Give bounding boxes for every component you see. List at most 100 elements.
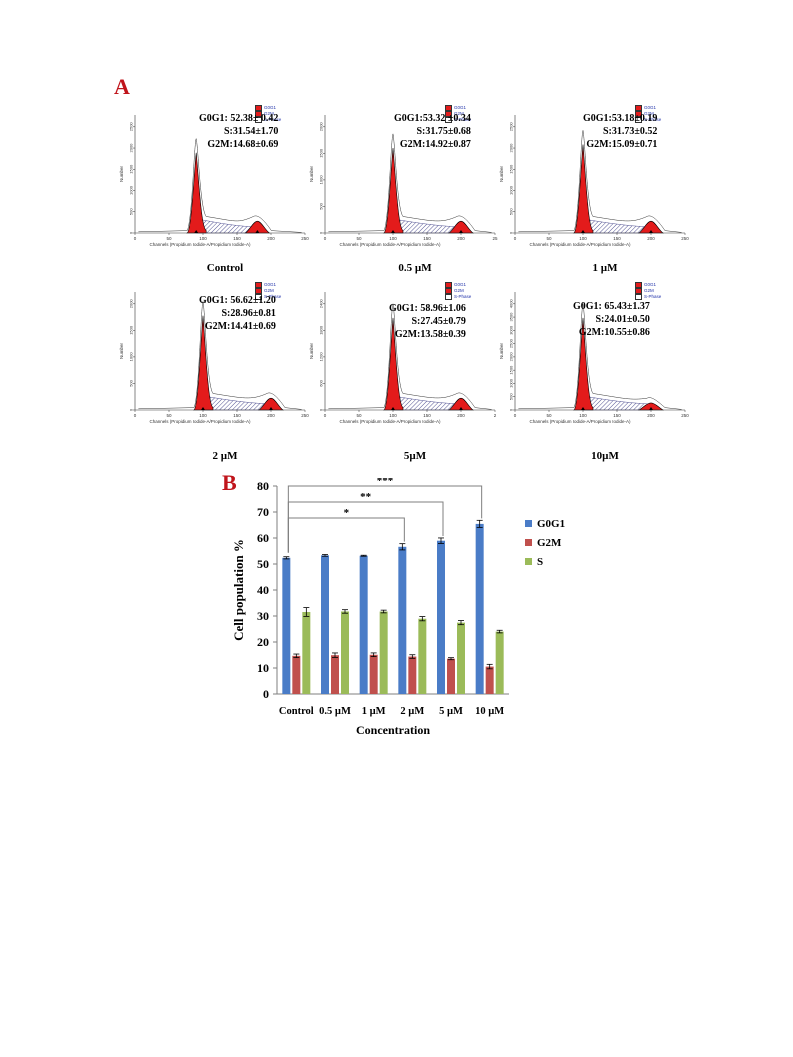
legend-text: S-Phase [264, 294, 282, 300]
legend-text: S-Phase [644, 117, 662, 123]
g0g1-peak [572, 144, 594, 234]
x-tick-label: 150 [233, 413, 241, 418]
bar-g2m [408, 656, 417, 694]
x-tick-label: 0 [324, 413, 327, 418]
legend-swatch [445, 111, 452, 117]
y-tick-label: 1500 [129, 325, 134, 335]
y-tick-label: 1500 [509, 164, 514, 174]
bar-g0g1 [437, 540, 445, 694]
legend-text: G2M [264, 288, 274, 294]
g2m-peak [244, 220, 271, 234]
bar-g2m [369, 654, 378, 694]
legend-text: S-Phase [644, 294, 662, 300]
y-tick-label: 2400 [319, 299, 324, 309]
peak-marker [581, 407, 585, 410]
y-tick-label: 1000 [509, 378, 514, 388]
y-tick-label: 500 [129, 379, 134, 386]
peak-marker [649, 407, 653, 410]
bar-g2m [331, 655, 339, 694]
x-tick-label: 10 µM [475, 706, 504, 717]
x-tick-label: 250 [681, 236, 689, 241]
peak-marker [459, 407, 463, 410]
y-tick-label: 1200 [319, 352, 324, 362]
legend-swatch [635, 111, 642, 117]
y-tick-label: 80 [257, 479, 269, 493]
x-tick-label: 100 [389, 413, 397, 418]
y-tick-label: 600 [319, 379, 324, 386]
y-tick-label: 0 [319, 231, 324, 234]
g2m-peak [637, 402, 665, 411]
x-tick-label: 50 [166, 236, 172, 241]
histogram-envelope [518, 303, 682, 410]
legend-text: G2M [644, 111, 654, 117]
histogram-label: 10µM [591, 450, 619, 462]
histogram-panel: 0 50 100 150 200 25 0 500 1000 1500 2000 Channels (… [305, 108, 505, 283]
histogram-envelope [328, 133, 492, 233]
y-tick-label: 2500 [129, 122, 134, 132]
y-tick-label: 500 [509, 208, 514, 215]
stat-s: S:28.96±0.81 [221, 308, 276, 319]
x-tick-label: 0.5 µM [319, 706, 351, 717]
legend-swatch [255, 288, 262, 294]
phase-stats: G0G1: 52.38± 0.42 S:31.54±1.70 G2M:14.68±0… [199, 112, 278, 151]
histogram-label: 1 µM [592, 262, 618, 274]
y-tick-label: 3000 [509, 325, 514, 335]
y-tick-label: 1000 [319, 175, 324, 185]
stat-s: S:24.01±0.50 [595, 314, 650, 325]
y-tick-label: 2500 [509, 338, 514, 348]
y-tick-label: 40 [257, 583, 269, 597]
bar-g0g1 [282, 557, 291, 694]
g0g1-peak [572, 317, 594, 411]
g2m-peak [447, 220, 475, 234]
g2m-peak [257, 397, 285, 411]
legend-text: G0G1 [644, 105, 657, 111]
y-tick-label: 1500 [129, 164, 134, 174]
panel-b-letter: B [222, 470, 237, 495]
y-tick-label: 2000 [319, 122, 324, 132]
bar-s [379, 611, 388, 694]
stat-s: S:31.75±0.68 [416, 126, 471, 137]
x-axis-title: Concentration [356, 723, 430, 737]
legend-swatch [255, 105, 262, 111]
y-tick-label: 1500 [319, 148, 324, 158]
peak-marker [459, 230, 463, 233]
histogram-panel: 0 50 100 150 200 250 0 500 1000 1500 2000 Channels … [115, 285, 315, 460]
legend-text: G2M [264, 111, 274, 117]
error-bar [303, 607, 310, 617]
x-tick-label: 25 [492, 236, 498, 241]
legend-label: G0G1 [537, 518, 565, 530]
bar-g0g1 [475, 523, 484, 694]
error-bar [438, 537, 444, 544]
legend-entry: S-Phase [445, 294, 471, 300]
y-tick-label: 500 [509, 393, 514, 400]
bar-s [418, 618, 427, 694]
legend-text: G0G1 [264, 105, 277, 111]
peak-marker [194, 230, 199, 233]
x-tick-label: 200 [267, 236, 275, 241]
histogram-legend: G0G1 G2M S-Phase [635, 105, 661, 123]
stat-s: S:31.73±0.52 [602, 126, 658, 137]
panel-a-letter: A [114, 74, 130, 99]
stat-g2m: G2M:14.92±0.87 [399, 139, 471, 150]
legend-text: G2M [454, 111, 464, 117]
error-bar [486, 663, 493, 670]
legend-entry: S-Phase [255, 117, 281, 123]
stat-g2m: G2M:14.68±0.69 [207, 139, 279, 150]
legend-swatch [445, 105, 452, 111]
y-axis-title: Number [309, 343, 314, 360]
y-tick-label: 1000 [129, 352, 134, 362]
x-axis-title: Channels (Propidium Iodide-A/Propidium I… [339, 242, 441, 247]
significance-bracket [287, 517, 405, 553]
legend-text: G0G1 [454, 105, 467, 111]
error-bar [399, 543, 406, 551]
phase-stats: G0G1: 56.62±1.20 S:28.96±0.81 G2M:14.41±0.… [199, 294, 276, 333]
bar-g2m [447, 658, 455, 694]
bar-s [457, 622, 465, 694]
legend-entry: G2M [445, 288, 471, 294]
bar-s [302, 611, 311, 694]
x-axis-title: Channels (Propidium Iodide-A/Propidium I… [149, 242, 251, 247]
legend-swatch [525, 520, 532, 527]
y-tick-label: 30 [257, 609, 269, 623]
stat-g0g1: G0G1:53.18±0.19 [583, 113, 658, 124]
